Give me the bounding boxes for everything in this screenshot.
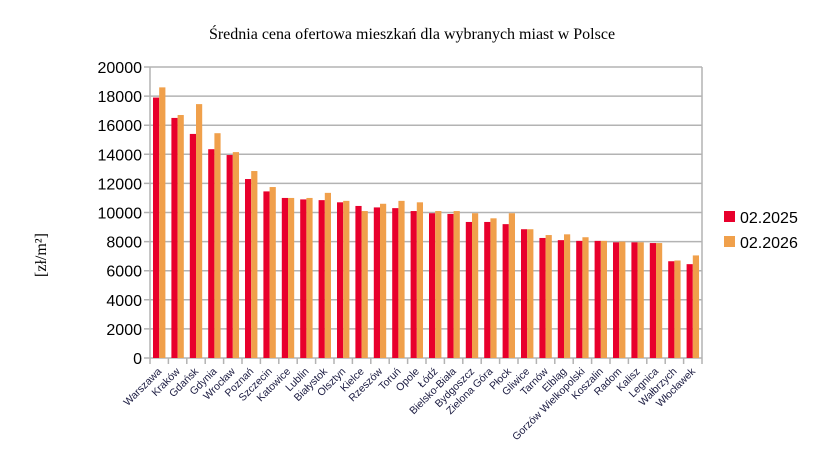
bar-02.2025 [502,224,509,358]
bar-02.2026 [656,243,663,358]
bar-02.2025 [410,211,417,358]
y-tick-label: 6000 [106,264,142,281]
bar-02.2025 [521,229,528,358]
bar-02.2026 [269,187,276,358]
bar-02.2026 [177,115,184,358]
bar-02.2026 [619,241,626,358]
bar-02.2025 [484,221,491,358]
bar-02.2025 [171,117,178,358]
bar-02.2025 [539,237,546,358]
bar-02.2026 [545,235,552,358]
y-tick-label: 18000 [98,89,143,106]
legend-label: 02.2026 [740,235,798,252]
bar-02.2025 [392,208,399,358]
bar-02.2025 [373,207,380,358]
bar-02.2025 [189,133,196,358]
bar-02.2025 [686,264,693,358]
bar-02.2026 [232,152,239,358]
bar-02.2025 [613,242,620,358]
bar-02.2026 [361,211,368,358]
bar-02.2026 [306,197,313,358]
bar-02.2026 [398,200,405,358]
bar-02.2026 [416,202,423,358]
bar-02.2025 [263,191,270,358]
bar-02.2026 [324,192,331,358]
bar-02.2026 [159,87,166,359]
bar-02.2025 [281,197,288,358]
bar-02.2025 [631,242,638,358]
bar-02.2026 [214,133,221,358]
bar-02.2026 [288,197,295,358]
bar-02.2025 [153,97,160,359]
bar-02.2026 [380,203,387,358]
bar-02.2025 [226,155,233,358]
bar-02.2025 [668,261,675,358]
legend-swatch [724,211,735,222]
y-tick-label: 12000 [98,176,143,193]
bar-02.2025 [355,205,362,358]
bar-02.2026 [637,242,644,358]
bar-02.2026 [674,260,681,358]
bar-02.2026 [508,213,515,358]
bar-02.2025 [447,213,454,358]
y-tick-label: 14000 [98,147,143,164]
y-tick-label: 10000 [98,206,143,223]
bar-02.2026 [527,229,534,358]
bar-02.2025 [649,243,656,358]
bar-02.2025 [208,149,215,358]
chart-title: Średnia cena ofertowa mieszkań dla wybra… [209,24,615,43]
bar-02.2026 [600,240,607,358]
y-tick-label: 0 [133,351,142,368]
y-tick-label: 8000 [106,235,142,252]
bar-02.2025 [465,221,472,358]
bar-02.2026 [564,234,571,358]
bar-02.2026 [490,218,497,358]
bar-02.2026 [472,213,479,358]
bar-02.2025 [245,179,252,358]
legend: 02.2025 02.2026 [724,210,798,252]
y-axis-label: [zł/m²] [33,233,50,277]
bar-02.2025 [300,199,307,358]
y-tick-label: 4000 [106,293,142,310]
bar-02.2026 [453,211,460,358]
bar-02.2026 [435,211,442,358]
bar-02.2025 [429,213,436,358]
legend-label: 02.2025 [740,210,798,227]
bar-02.2026 [582,237,589,358]
bar-02.2025 [576,240,583,358]
y-tick-label: 20000 [98,60,143,77]
y-tick-label: 16000 [98,118,143,135]
y-tick-label: 2000 [106,322,142,339]
bar-02.2025 [318,200,325,358]
bar-02.2025 [337,202,344,358]
legend-swatch [724,236,735,247]
bar-02.2026 [343,200,350,358]
bar-02.2025 [594,240,601,358]
bar-02.2026 [251,171,258,358]
bar-02.2026 [692,255,699,358]
bar-02.2026 [196,104,203,358]
bar-02.2025 [557,240,564,358]
